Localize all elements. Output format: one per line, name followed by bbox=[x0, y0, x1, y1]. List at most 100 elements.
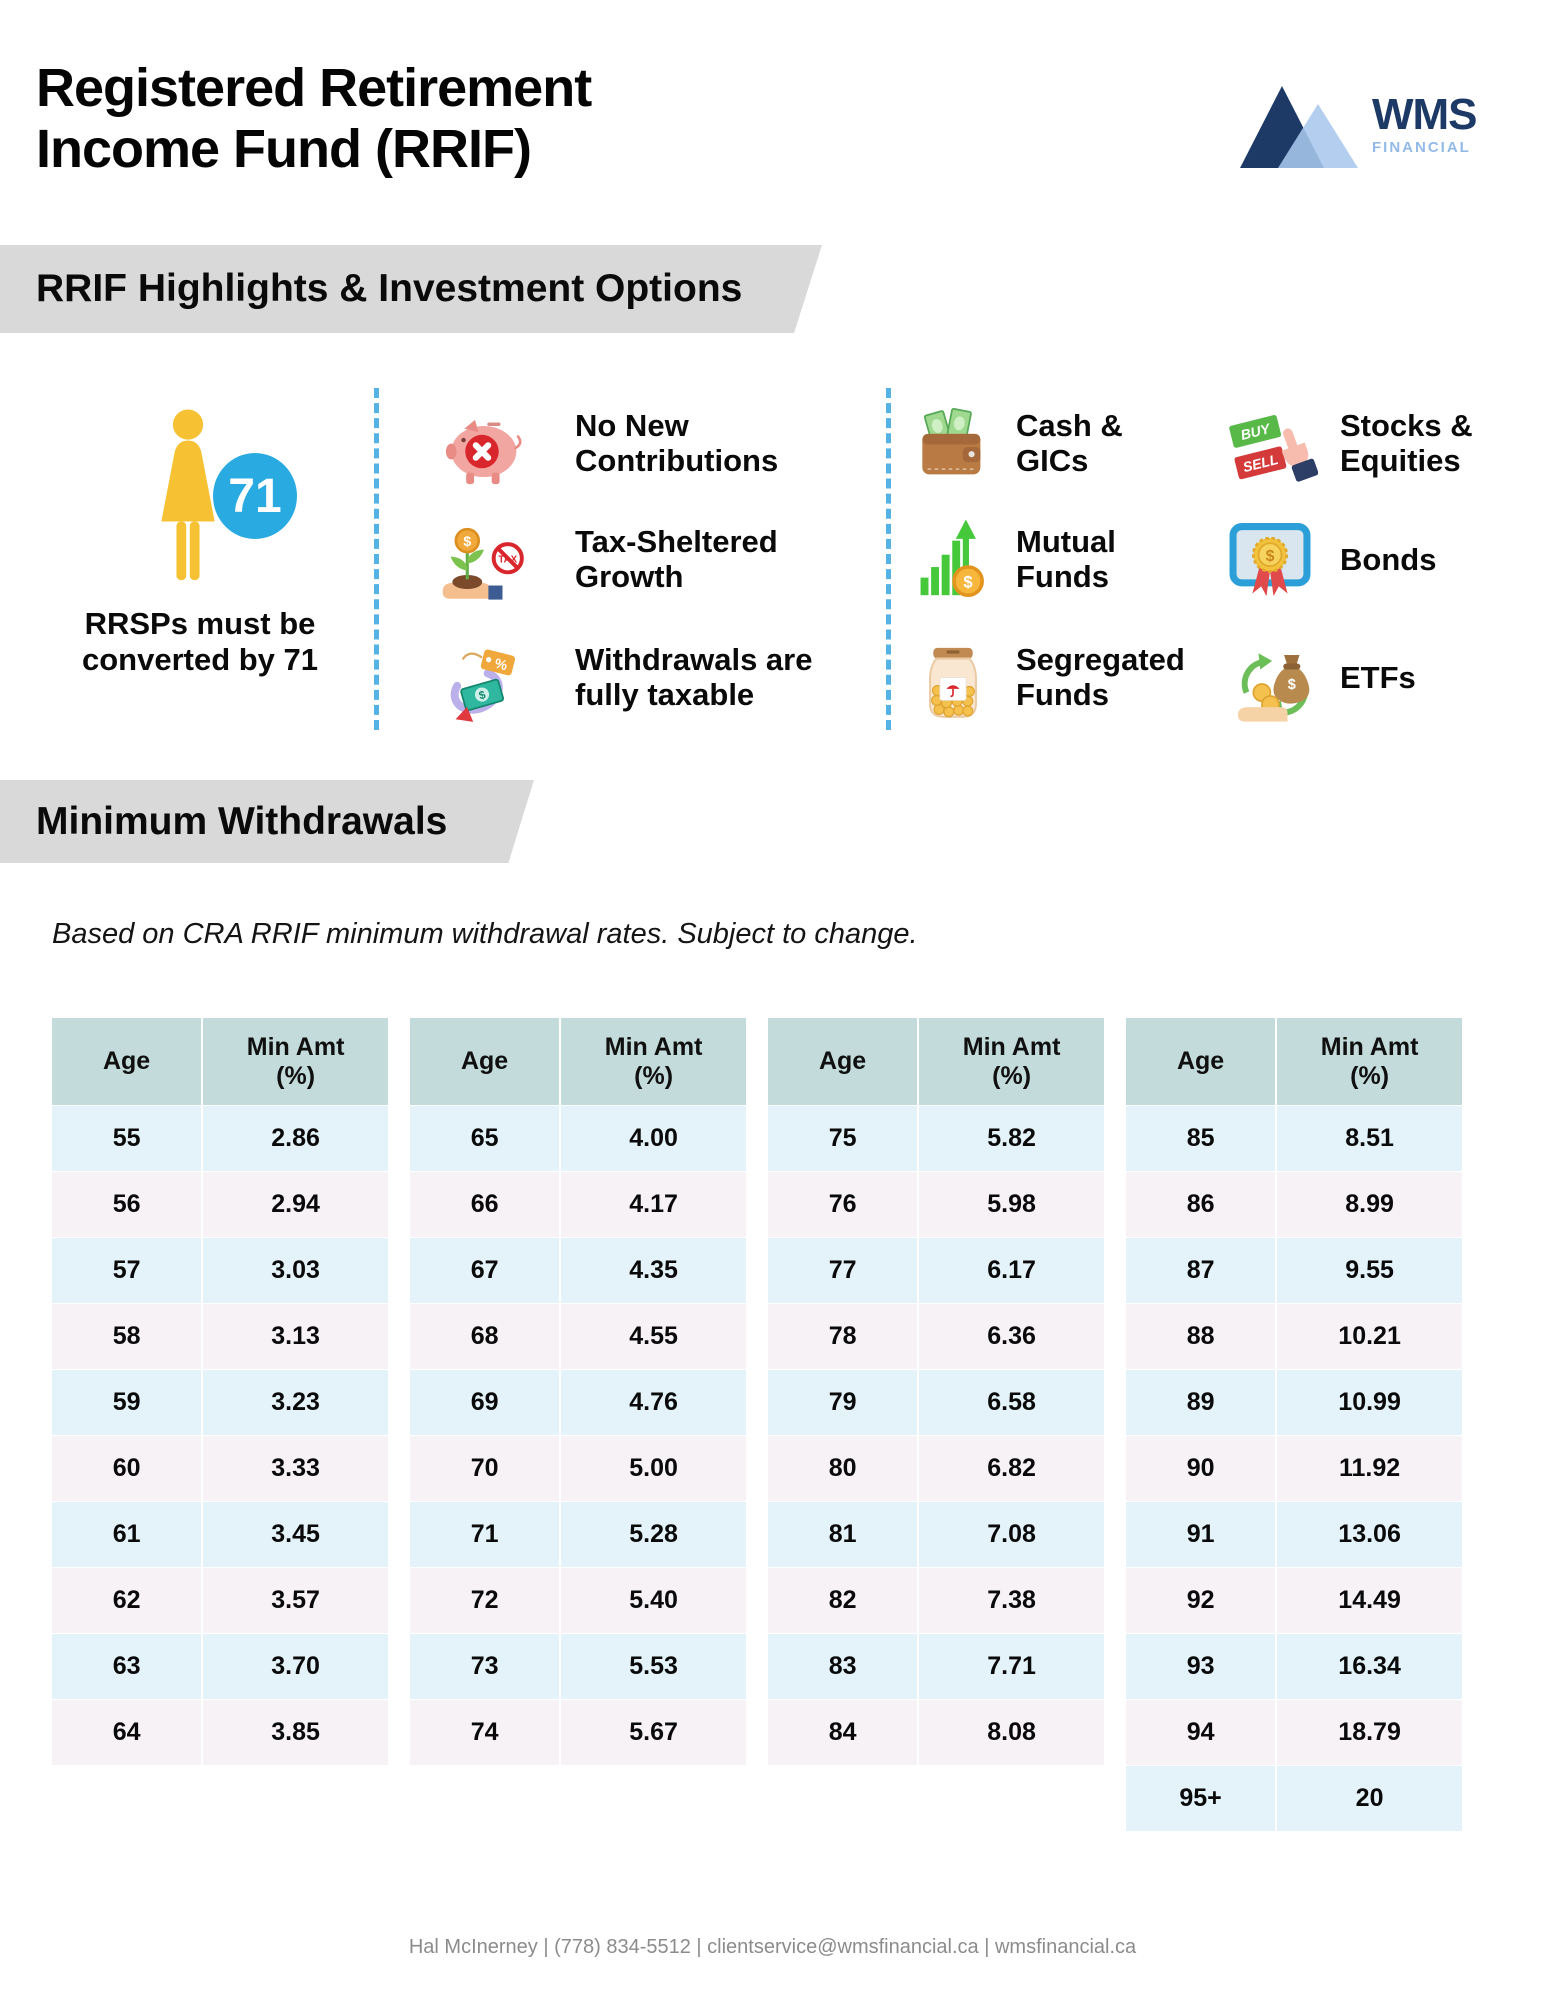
min-amt-cell: 16.34 bbox=[1277, 1634, 1462, 1700]
min-amt-cell: 6.82 bbox=[919, 1436, 1104, 1502]
age-cell: 87 bbox=[1126, 1238, 1278, 1304]
table-header-row: Age Min Amt (%) bbox=[52, 1018, 388, 1106]
age-cell: 68 bbox=[410, 1304, 562, 1370]
min-amt-cell: 3.33 bbox=[203, 1436, 388, 1502]
table-row: 57 3.03 bbox=[52, 1238, 388, 1304]
investment-label-stocks-equities: Stocks & Equities bbox=[1340, 408, 1473, 478]
age-cell: 66 bbox=[410, 1172, 562, 1238]
min-amt-cell: 2.86 bbox=[203, 1106, 388, 1172]
min-amt-cell: 5.00 bbox=[561, 1436, 746, 1502]
column-header-min-amt: Min Amt (%) bbox=[561, 1018, 746, 1106]
age-cell: 64 bbox=[52, 1700, 204, 1766]
wms-financial-logo: WMS FINANCIAL bbox=[1238, 86, 1478, 173]
min-amt-cell: 10.99 bbox=[1277, 1370, 1462, 1436]
dashed-divider-right bbox=[886, 388, 891, 730]
table-row: 86 8.99 bbox=[1126, 1172, 1462, 1238]
age-71-badge: 71 bbox=[212, 452, 298, 540]
age-cell: 60 bbox=[52, 1436, 204, 1502]
table-row: 59 3.23 bbox=[52, 1370, 388, 1436]
min-amt-cell: 5.28 bbox=[561, 1502, 746, 1568]
svg-text:$: $ bbox=[463, 533, 471, 549]
svg-text:%: % bbox=[493, 655, 509, 674]
age-cell: 84 bbox=[768, 1700, 920, 1766]
logo-wms-text: WMS bbox=[1372, 90, 1478, 139]
min-amt-cell: 5.82 bbox=[919, 1106, 1104, 1172]
min-amt-cell: 6.17 bbox=[919, 1238, 1104, 1304]
min-amt-cell: 3.23 bbox=[203, 1370, 388, 1436]
min-amt-cell: 3.45 bbox=[203, 1502, 388, 1568]
age-cell: 90 bbox=[1126, 1436, 1278, 1502]
withdrawal-table-55-64: Age Min Amt (%) 55 2.86 56 2.94 57 3.03 58 3.13 59 3… bbox=[52, 1018, 388, 1766]
table-row: 83 7.71 bbox=[768, 1634, 1104, 1700]
cra-rates-note: Based on CRA RRIF minimum withdrawal rat… bbox=[52, 918, 918, 950]
age-cell: 63 bbox=[52, 1634, 204, 1700]
column-header-age: Age bbox=[768, 1018, 920, 1106]
age-cell: 79 bbox=[768, 1370, 920, 1436]
age-cell: 61 bbox=[52, 1502, 204, 1568]
table-row: 73 5.53 bbox=[410, 1634, 746, 1700]
column-header-min-amt: Min Amt (%) bbox=[203, 1018, 388, 1106]
age-cell: 67 bbox=[410, 1238, 562, 1304]
min-amt-cell: 10.21 bbox=[1277, 1304, 1462, 1370]
table-row: 81 7.08 bbox=[768, 1502, 1104, 1568]
table-row: 62 3.57 bbox=[52, 1568, 388, 1634]
min-amt-cell: 13.06 bbox=[1277, 1502, 1462, 1568]
min-amt-cell: 5.98 bbox=[919, 1172, 1104, 1238]
table-row: 66 4.17 bbox=[410, 1172, 746, 1238]
age-cell: 93 bbox=[1126, 1634, 1278, 1700]
investment-label-mutual-funds: Mutual Funds bbox=[1016, 524, 1116, 594]
age-cell: 82 bbox=[768, 1568, 920, 1634]
min-amt-cell: 3.57 bbox=[203, 1568, 388, 1634]
table-row: 78 6.36 bbox=[768, 1304, 1104, 1370]
mutual-funds-chart-icon: $ bbox=[910, 516, 998, 604]
min-amt-cell: 3.03 bbox=[203, 1238, 388, 1304]
wallet-cash-icon bbox=[910, 404, 998, 492]
taxable-withdrawals-icon: % $ bbox=[438, 640, 526, 728]
withdrawal-table-85-95plus: Age Min Amt (%) 85 8.51 86 8.99 87 9.55 88 10.21 89… bbox=[1126, 1018, 1462, 1832]
section-header-minimum-withdrawals-label: Minimum Withdrawals bbox=[36, 799, 448, 843]
age-cell: 81 bbox=[768, 1502, 920, 1568]
age-cell: 73 bbox=[410, 1634, 562, 1700]
buy-sell-tags-icon: BUY SELL bbox=[1222, 404, 1318, 492]
table-header-row: Age Min Amt (%) bbox=[768, 1018, 1104, 1106]
table-row: 69 4.76 bbox=[410, 1370, 746, 1436]
retiree-figure-icon bbox=[148, 400, 228, 602]
min-amt-cell: 6.36 bbox=[919, 1304, 1104, 1370]
svg-text:BUY: BUY bbox=[1239, 420, 1273, 443]
min-amt-cell: 6.58 bbox=[919, 1370, 1104, 1436]
withdrawal-table-75-84: Age Min Amt (%) 75 5.82 76 5.98 77 6.17 78 6.36 79 6… bbox=[768, 1018, 1104, 1766]
investment-label-cash-gics: Cash & GICs bbox=[1016, 408, 1123, 478]
dashed-divider-left bbox=[374, 388, 379, 730]
table-header-row: Age Min Amt (%) bbox=[410, 1018, 746, 1106]
feature-label-tax-sheltered-growth: Tax-Sheltered Growth bbox=[575, 524, 778, 594]
bond-certificate-icon: $ bbox=[1226, 516, 1314, 604]
table-row: 95+ 20 bbox=[1126, 1766, 1462, 1832]
age-cell: 69 bbox=[410, 1370, 562, 1436]
age-cell: 91 bbox=[1126, 1502, 1278, 1568]
min-amt-cell: 2.94 bbox=[203, 1172, 388, 1238]
min-amt-cell: 18.79 bbox=[1277, 1700, 1462, 1766]
table-row: 85 8.51 bbox=[1126, 1106, 1462, 1172]
etf-money-bag-icon: $ bbox=[1226, 640, 1320, 728]
column-header-min-amt: Min Amt (%) bbox=[1277, 1018, 1462, 1106]
table-row: 65 4.00 bbox=[410, 1106, 746, 1172]
contact-footer: Hal McInerney | (778) 834-5512 | clients… bbox=[408, 1936, 1137, 1958]
table-row: 89 10.99 bbox=[1126, 1370, 1462, 1436]
table-row: 79 6.58 bbox=[768, 1370, 1104, 1436]
table-row: 60 3.33 bbox=[52, 1436, 388, 1502]
column-header-age: Age bbox=[52, 1018, 204, 1106]
min-amt-cell: 4.76 bbox=[561, 1370, 746, 1436]
age-cell: 95+ bbox=[1126, 1766, 1278, 1832]
section-header-minimum-withdrawals: Minimum Withdrawals bbox=[0, 780, 534, 863]
svg-text:$: $ bbox=[478, 689, 488, 702]
min-amt-cell: 7.08 bbox=[919, 1502, 1104, 1568]
segregated-funds-jar-icon bbox=[912, 640, 994, 728]
rrsp-conversion-caption: RRSPs must be converted by 71 bbox=[81, 606, 319, 677]
table-row: 90 11.92 bbox=[1126, 1436, 1462, 1502]
table-row: 68 4.55 bbox=[410, 1304, 746, 1370]
min-amt-cell: 7.71 bbox=[919, 1634, 1104, 1700]
min-amt-cell: 5.67 bbox=[561, 1700, 746, 1766]
age-cell: 80 bbox=[768, 1436, 920, 1502]
age-cell: 70 bbox=[410, 1436, 562, 1502]
